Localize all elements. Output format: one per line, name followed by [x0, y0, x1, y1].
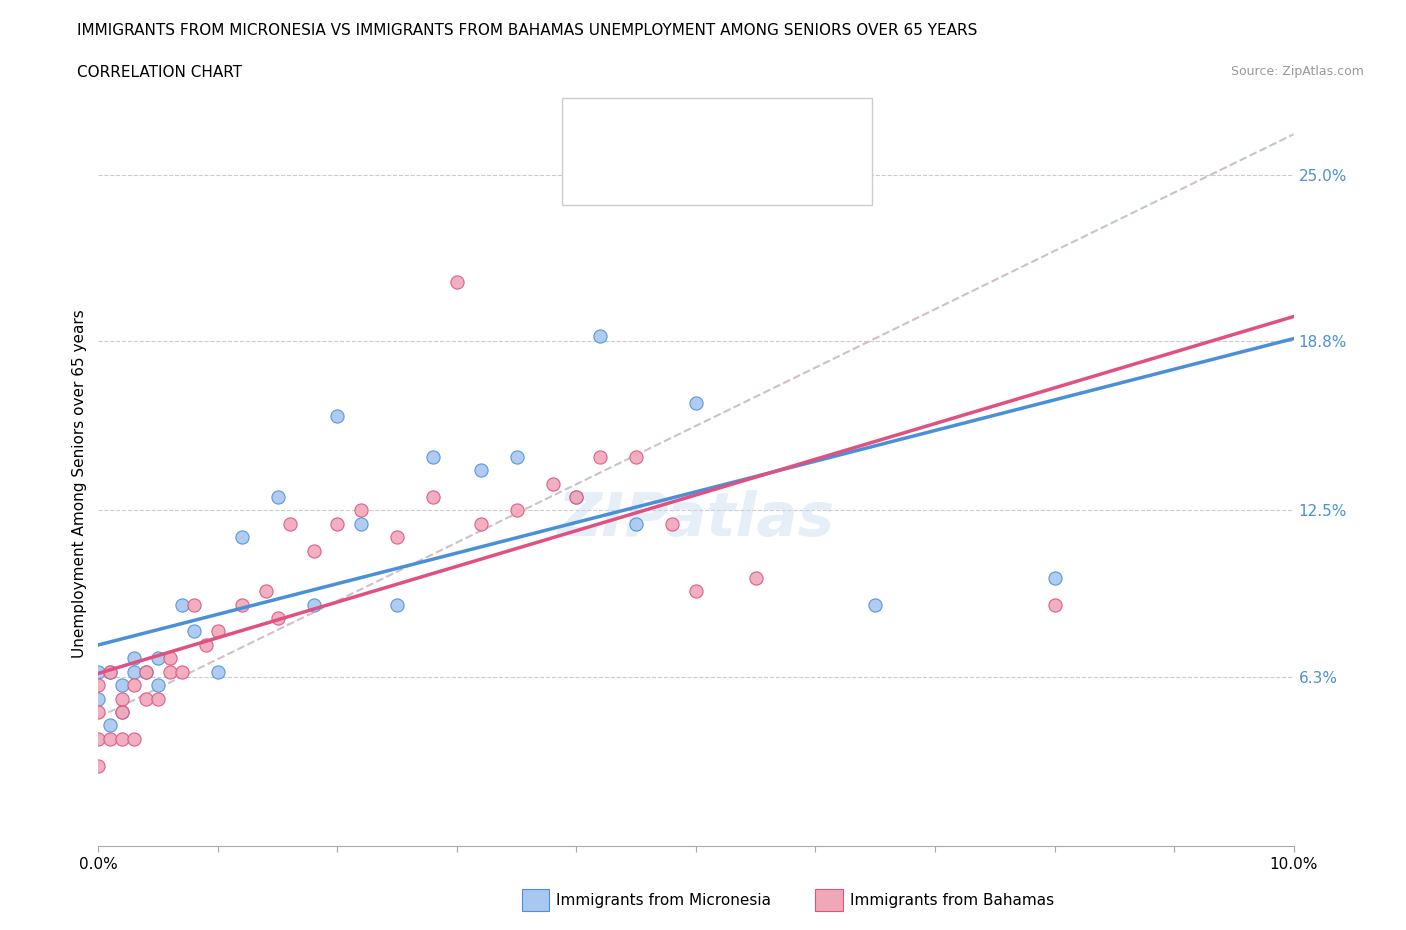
- Point: [148, 651, 170, 666]
- Point: [98, 718, 122, 733]
- Point: [124, 664, 146, 679]
- Point: [326, 516, 349, 531]
- Point: [267, 610, 290, 625]
- Text: Source: ZipAtlas.com: Source: ZipAtlas.com: [1230, 65, 1364, 78]
- Point: [541, 476, 564, 491]
- Point: [350, 516, 373, 531]
- Point: [87, 758, 110, 773]
- Point: [267, 489, 290, 504]
- Point: [172, 664, 194, 679]
- Point: [87, 678, 110, 693]
- Point: [302, 543, 325, 558]
- Point: [135, 691, 157, 706]
- Bar: [575, 111, 603, 140]
- Bar: [575, 162, 603, 192]
- Y-axis label: Unemployment Among Seniors over 65 years: Unemployment Among Seniors over 65 years: [72, 309, 87, 658]
- Point: [98, 664, 122, 679]
- Point: [422, 489, 444, 504]
- Point: [865, 597, 887, 612]
- Point: [506, 503, 529, 518]
- Point: [159, 664, 181, 679]
- Point: [111, 705, 134, 720]
- Point: [1043, 570, 1066, 585]
- Point: [148, 678, 170, 693]
- Text: R =  0.476   N = 29: R = 0.476 N = 29: [612, 116, 789, 134]
- Text: Immigrants from Micronesia: Immigrants from Micronesia: [557, 893, 772, 908]
- Point: [159, 651, 181, 666]
- Point: [135, 664, 157, 679]
- Point: [87, 691, 110, 706]
- Point: [745, 570, 768, 585]
- Point: [207, 624, 229, 639]
- Point: [183, 597, 205, 612]
- Point: [565, 489, 588, 504]
- Point: [1043, 597, 1066, 612]
- Point: [195, 637, 218, 652]
- Point: [87, 664, 110, 679]
- Point: [148, 691, 170, 706]
- Text: R =  0.604   N = 40: R = 0.604 N = 40: [612, 167, 787, 185]
- Point: [98, 731, 122, 746]
- Point: [254, 584, 277, 599]
- Point: [326, 409, 349, 424]
- Text: ZIPatlas: ZIPatlas: [557, 490, 835, 550]
- Text: Immigrants from Bahamas: Immigrants from Bahamas: [851, 893, 1054, 908]
- Point: [111, 678, 134, 693]
- Point: [183, 624, 205, 639]
- Text: IMMIGRANTS FROM MICRONESIA VS IMMIGRANTS FROM BAHAMAS UNEMPLOYMENT AMONG SENIORS: IMMIGRANTS FROM MICRONESIA VS IMMIGRANTS…: [77, 23, 977, 38]
- Point: [207, 664, 229, 679]
- Point: [385, 530, 409, 545]
- Bar: [815, 889, 842, 911]
- Point: [422, 449, 444, 464]
- Point: [685, 584, 707, 599]
- Point: [470, 463, 492, 478]
- Point: [111, 731, 134, 746]
- Point: [626, 449, 648, 464]
- Point: [350, 503, 373, 518]
- Point: [231, 530, 253, 545]
- Point: [661, 516, 683, 531]
- Point: [135, 664, 157, 679]
- Point: [685, 395, 707, 410]
- Bar: [522, 889, 548, 911]
- Point: [124, 678, 146, 693]
- Point: [470, 516, 492, 531]
- Point: [111, 705, 134, 720]
- Text: CORRELATION CHART: CORRELATION CHART: [77, 65, 242, 80]
- Point: [565, 489, 588, 504]
- Point: [124, 731, 146, 746]
- Point: [589, 449, 612, 464]
- Point: [124, 651, 146, 666]
- Point: [172, 597, 194, 612]
- Point: [302, 597, 325, 612]
- Point: [231, 597, 253, 612]
- Point: [278, 516, 301, 531]
- Point: [98, 664, 122, 679]
- FancyBboxPatch shape: [562, 98, 872, 205]
- Point: [385, 597, 409, 612]
- Point: [87, 705, 110, 720]
- Point: [87, 731, 110, 746]
- Point: [506, 449, 529, 464]
- Point: [626, 516, 648, 531]
- Point: [589, 328, 612, 343]
- Point: [111, 691, 134, 706]
- Point: [446, 274, 468, 289]
